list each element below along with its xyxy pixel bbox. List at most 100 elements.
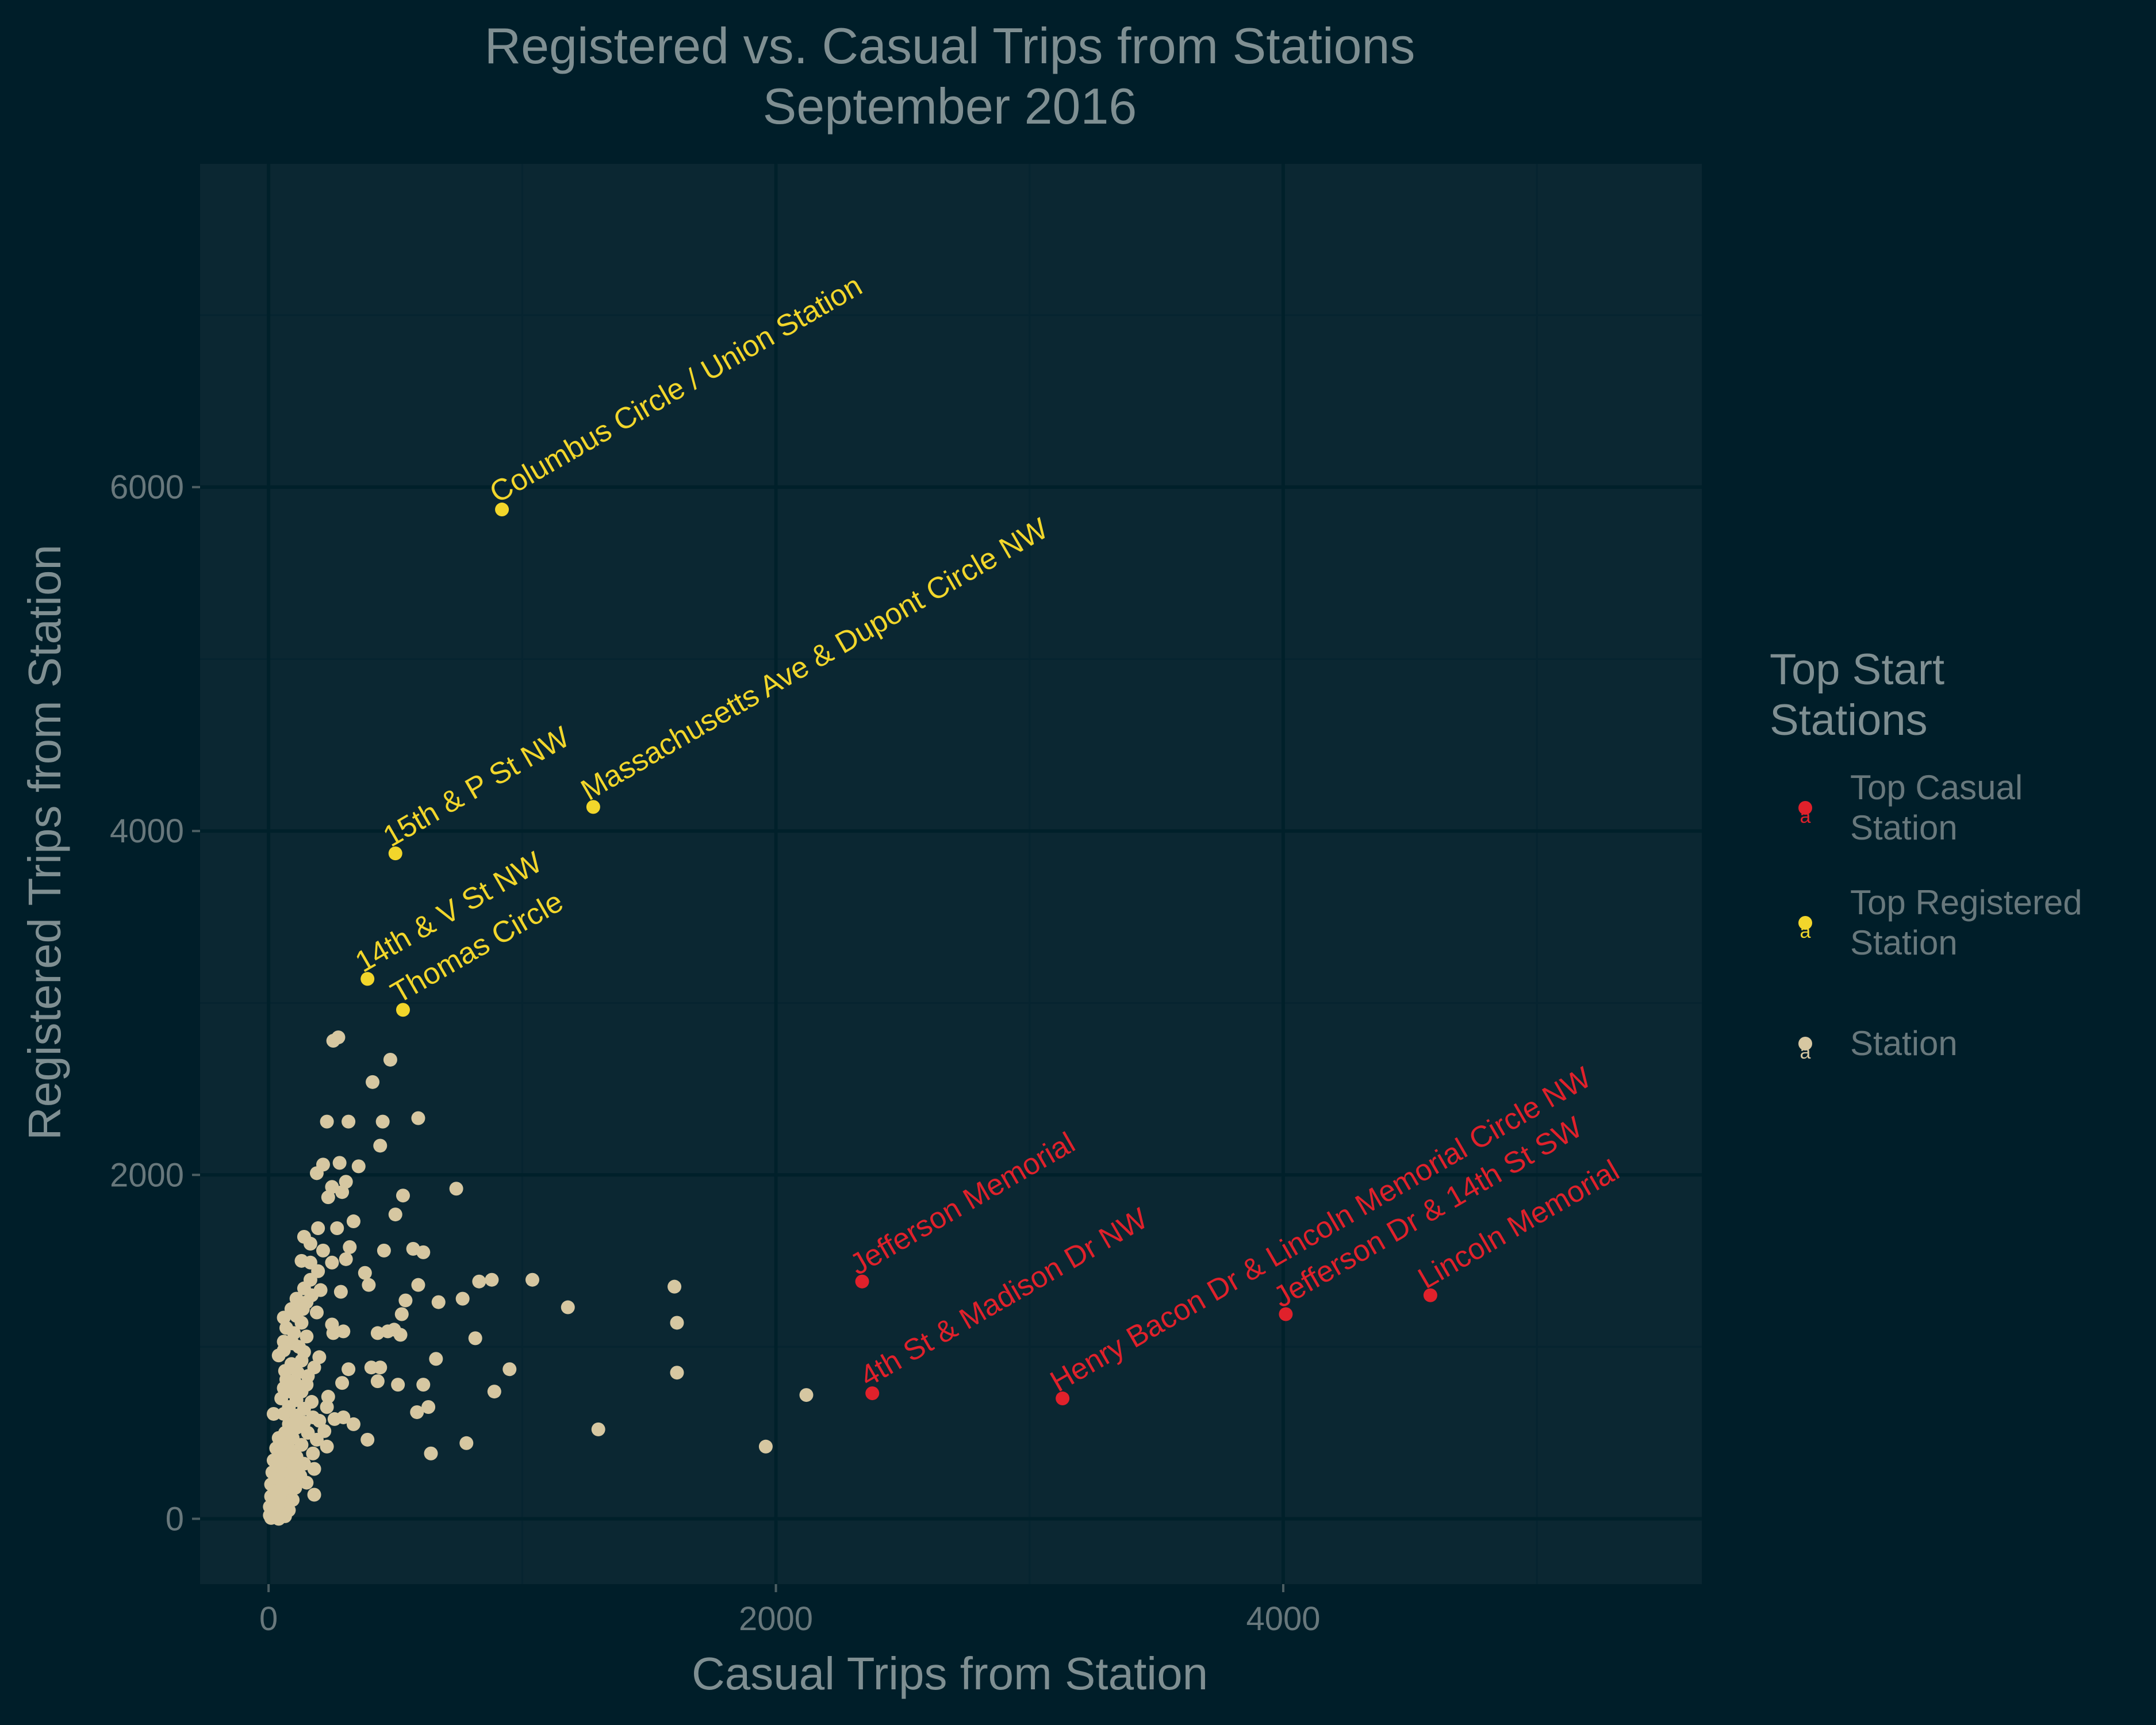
station-point bbox=[309, 1305, 324, 1320]
station-point bbox=[287, 1326, 301, 1340]
station-point bbox=[321, 1390, 335, 1404]
station-point bbox=[411, 1278, 425, 1292]
station-point bbox=[333, 1285, 348, 1299]
station-point bbox=[373, 1360, 388, 1375]
station-point bbox=[343, 1240, 357, 1254]
station-point bbox=[468, 1331, 482, 1346]
top-casual-point bbox=[1279, 1307, 1293, 1321]
plot-panel bbox=[200, 164, 1702, 1584]
station-point bbox=[416, 1245, 431, 1259]
top-registered-point bbox=[360, 972, 375, 986]
station-point bbox=[335, 1185, 350, 1199]
x-tick-label: 4000 bbox=[1246, 1600, 1320, 1638]
station-point bbox=[294, 1316, 309, 1330]
legend-title: Stations bbox=[1770, 696, 1928, 745]
top-casual-point bbox=[855, 1274, 869, 1289]
legend-key-glyph: a bbox=[1800, 806, 1811, 827]
station-point bbox=[346, 1417, 360, 1431]
station-point bbox=[330, 1221, 344, 1236]
chart-subtitle: September 2016 bbox=[763, 78, 1137, 135]
station-point bbox=[416, 1378, 431, 1392]
station-point bbox=[305, 1288, 319, 1302]
legend-label-top-casual: Station bbox=[1850, 808, 1958, 847]
legend-key-top-registered bbox=[1798, 916, 1812, 930]
data-points bbox=[263, 503, 1437, 1526]
station-point bbox=[670, 1316, 684, 1330]
station-point bbox=[561, 1300, 575, 1314]
station-point bbox=[449, 1182, 463, 1196]
legend-label-station: Station bbox=[1850, 1024, 1958, 1063]
x-axis-ticks: 0 2000 4000 bbox=[259, 1584, 1321, 1638]
station-point bbox=[758, 1439, 773, 1454]
station-point bbox=[502, 1362, 517, 1377]
station-point bbox=[309, 1432, 324, 1447]
station-point bbox=[309, 1166, 324, 1180]
legend-label-top-registered: Top Registered bbox=[1850, 883, 2082, 922]
station-point bbox=[667, 1279, 682, 1294]
x-tick-label: 0 bbox=[259, 1600, 278, 1638]
top-registered-point bbox=[586, 800, 600, 814]
legend-label-top-casual: Top Casual bbox=[1850, 768, 2023, 807]
station-point bbox=[398, 1293, 413, 1308]
y-tick-label: 4000 bbox=[110, 812, 184, 850]
station-point bbox=[300, 1475, 314, 1490]
station-point bbox=[799, 1388, 814, 1402]
station-point bbox=[271, 1348, 286, 1363]
station-point bbox=[455, 1291, 470, 1306]
top-registered-point bbox=[495, 503, 509, 517]
station-point bbox=[300, 1329, 314, 1344]
grid-lines bbox=[200, 164, 1702, 1584]
station-point bbox=[326, 1326, 340, 1340]
station-point bbox=[311, 1221, 325, 1236]
legend-title: Top Start bbox=[1770, 645, 1944, 694]
station-point bbox=[320, 1114, 334, 1129]
station-point bbox=[391, 1378, 405, 1392]
legend-key-glyph: a bbox=[1800, 1041, 1811, 1063]
station-point bbox=[342, 1114, 356, 1129]
station-point bbox=[307, 1462, 321, 1476]
station-point bbox=[525, 1272, 539, 1287]
station-point bbox=[342, 1362, 356, 1377]
station-point bbox=[459, 1436, 474, 1450]
station-point bbox=[351, 1159, 366, 1174]
x-tick-label: 2000 bbox=[739, 1600, 813, 1638]
station-point bbox=[431, 1295, 446, 1309]
station-point bbox=[266, 1406, 281, 1421]
station-point bbox=[373, 1138, 388, 1153]
station-point bbox=[336, 1410, 351, 1424]
station-point bbox=[388, 1208, 402, 1222]
station-point bbox=[346, 1214, 360, 1229]
station-point bbox=[377, 1243, 391, 1258]
top-registered-point bbox=[388, 846, 402, 861]
station-point bbox=[339, 1252, 353, 1266]
legend-key-glyph: a bbox=[1800, 921, 1811, 942]
station-point bbox=[487, 1385, 501, 1399]
station-point bbox=[294, 1438, 309, 1452]
station-point bbox=[670, 1366, 684, 1380]
station-point bbox=[383, 1052, 397, 1067]
station-point bbox=[410, 1405, 424, 1419]
station-point bbox=[429, 1352, 443, 1366]
station-point bbox=[411, 1111, 425, 1125]
station-point bbox=[360, 1432, 375, 1447]
station-point bbox=[297, 1456, 311, 1471]
top-casual-point bbox=[865, 1386, 880, 1401]
station-point bbox=[591, 1422, 605, 1436]
station-point bbox=[306, 1446, 320, 1460]
legend-key-station bbox=[1798, 1037, 1812, 1051]
station-point bbox=[472, 1274, 486, 1289]
station-point bbox=[396, 1189, 410, 1203]
station-point bbox=[277, 1406, 291, 1421]
station-point bbox=[277, 1310, 291, 1325]
station-point bbox=[358, 1266, 372, 1280]
station-point bbox=[332, 1156, 347, 1170]
station-point bbox=[335, 1376, 350, 1390]
station-point bbox=[485, 1272, 499, 1287]
station-point bbox=[271, 1512, 286, 1526]
station-point bbox=[325, 1255, 339, 1270]
station-point bbox=[320, 1400, 334, 1414]
station-point bbox=[393, 1328, 408, 1342]
top-registered-point bbox=[396, 1003, 410, 1017]
